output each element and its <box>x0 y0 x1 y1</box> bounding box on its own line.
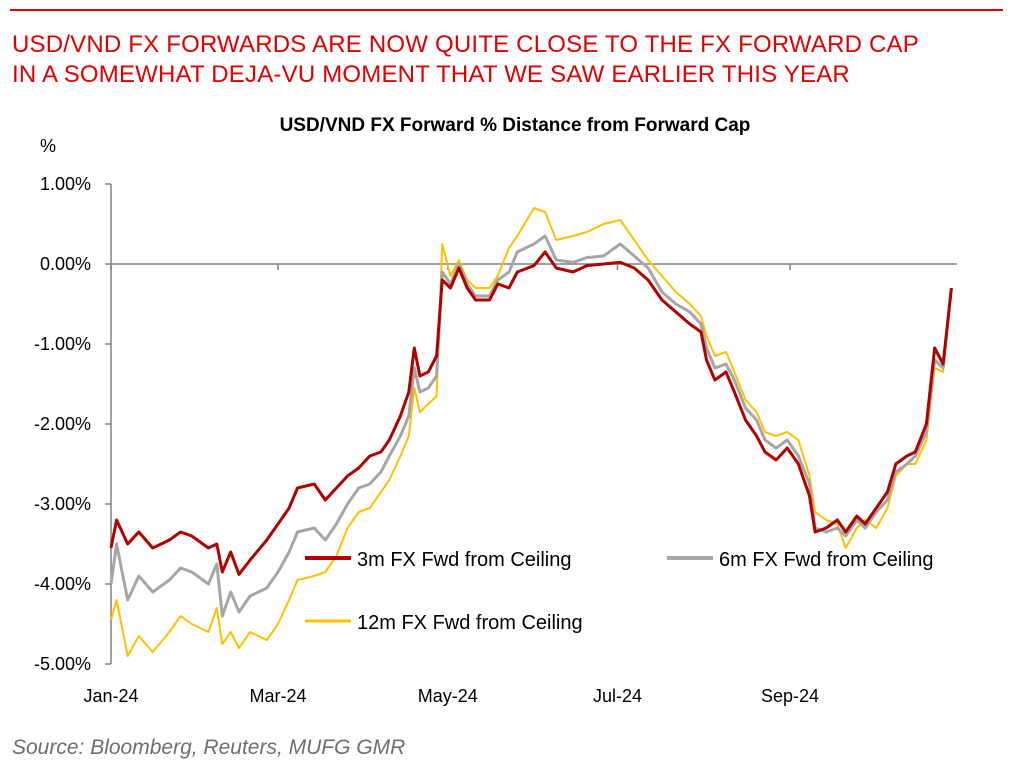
headline-line-1: USD/VND FX FORWARDS ARE NOW QUITE CLOSE … <box>12 31 919 58</box>
y-tick-label: -5.00% <box>34 654 91 674</box>
chart-title: USD/VND FX Forward % Distance from Forwa… <box>280 115 751 136</box>
legend: 3m FX Fwd from Ceiling 6m FX Fwd from Cei… <box>305 549 934 634</box>
y-tick-label: -3.00% <box>34 494 91 514</box>
y-tick-label: 1.00% <box>40 174 91 194</box>
headline-line-2: IN A SOMEWHAT DEJA-VU MOMENT THAT WE SAW… <box>12 61 850 88</box>
source-note: Source: Bloomberg, Reuters, MUFG GMR <box>12 736 406 759</box>
x-tick-label: Jul-24 <box>593 686 642 706</box>
axes: 1.00% 0.00% -1.00% -2.00% -3.00% -4.00% -5.00%… <box>34 174 957 706</box>
legend-item-3m-label: 3m FX Fwd from Ceiling <box>357 549 572 571</box>
y-tick-label: 0.00% <box>40 254 91 274</box>
top-rule <box>10 9 1003 11</box>
y-tick-label: -2.00% <box>34 414 91 434</box>
x-tick-label: May-24 <box>418 686 478 706</box>
y-tick-label: -1.00% <box>34 334 91 354</box>
y-tick-label: -4.00% <box>34 574 91 594</box>
x-tick-label: Jan-24 <box>83 686 138 706</box>
series-layer <box>109 207 953 657</box>
series-3m-line <box>109 250 953 576</box>
x-tick-label: Mar-24 <box>249 686 306 706</box>
series-12m-line <box>110 207 953 657</box>
series-6m-line <box>109 234 953 618</box>
headline: USD/VND FX FORWARDS ARE NOW QUITE CLOSE … <box>12 30 1012 90</box>
y-axis-unit-label: % <box>40 136 56 156</box>
legend-item-6m-label: 6m FX Fwd from Ceiling <box>719 549 934 571</box>
x-tick-label: Sep-24 <box>761 686 819 706</box>
legend-item-12m-label: 12m FX Fwd from Ceiling <box>357 612 583 634</box>
